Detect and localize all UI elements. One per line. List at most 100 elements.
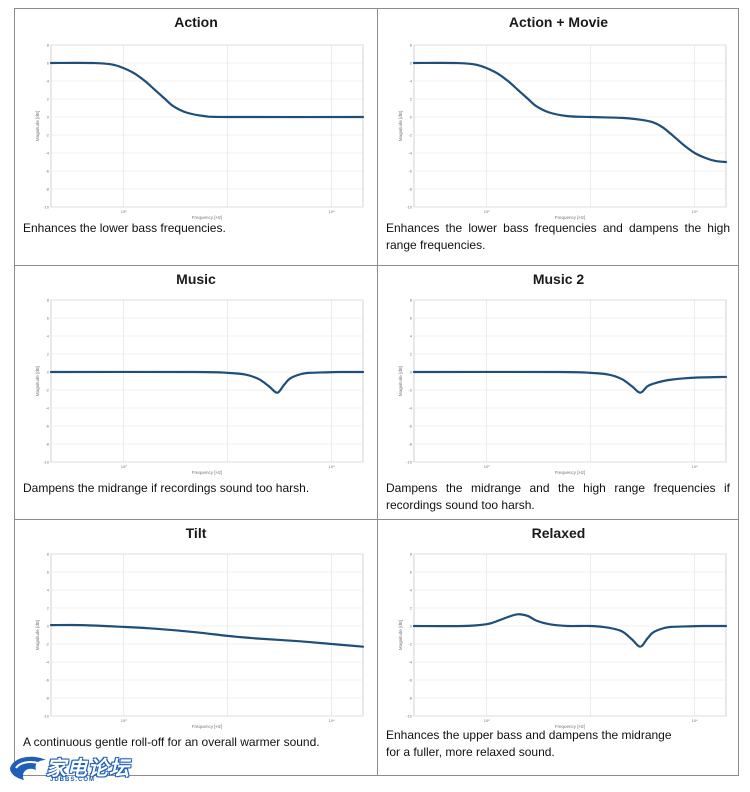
y-axis-label: Magnitude [dB] bbox=[35, 620, 40, 650]
panel-action-movie: Action + Movie -10 -8 -6 -4 -2 0 2 4 6 8 10² 10⁴ Fre… bbox=[378, 9, 739, 265]
y-tick-label: 8 bbox=[47, 298, 50, 303]
y-tick-label: 4 bbox=[47, 588, 50, 593]
plot-frame bbox=[413, 44, 727, 208]
y-tick-label: -2 bbox=[408, 388, 412, 393]
y-tick-label: 8 bbox=[410, 298, 413, 303]
y-tick-label: -6 bbox=[45, 169, 49, 174]
y-tick-label: -8 bbox=[408, 442, 412, 447]
panel-description: Dampens the midrange and the high range … bbox=[386, 481, 730, 512]
watermark-domain: JDBBS.COM bbox=[50, 777, 96, 783]
panel-description: Dampens the midrange if recordings sound… bbox=[23, 481, 310, 495]
panel-relaxed: Relaxed -10 -8 -6 -4 -2 0 2 4 6 8 10² 10⁴ Frequency … bbox=[378, 520, 739, 775]
x-axis-label: Frequency [Hz] bbox=[555, 215, 586, 220]
y-tick-label: -10 bbox=[43, 460, 50, 465]
panel-description: Enhances the upper bass and dampens the … bbox=[386, 728, 672, 759]
y-tick-label: -2 bbox=[45, 388, 49, 393]
x-tick-label: 10² bbox=[121, 718, 127, 723]
row-divider bbox=[15, 519, 738, 520]
y-tick-label: -4 bbox=[408, 660, 412, 665]
plot-frame bbox=[50, 553, 364, 717]
y-tick-label: 4 bbox=[47, 79, 50, 84]
panel-title: Music bbox=[176, 271, 216, 287]
x-tick-label: 10⁴ bbox=[692, 718, 698, 723]
x-tick-label: 10² bbox=[484, 209, 490, 214]
eq-curve bbox=[412, 61, 728, 164]
y-axis-label: Magnitude [dB] bbox=[398, 366, 403, 396]
y-tick-label: -10 bbox=[43, 205, 50, 210]
y-tick-label: -6 bbox=[45, 424, 49, 429]
x-tick-label: 10⁴ bbox=[692, 464, 698, 469]
y-tick-label: 8 bbox=[47, 43, 50, 48]
y-tick-label: 0 bbox=[410, 115, 413, 120]
x-tick-label: 10² bbox=[121, 209, 127, 214]
y-tick-label: 8 bbox=[410, 552, 413, 557]
y-tick-label: -4 bbox=[45, 406, 49, 411]
panel-chart: -10 -8 -6 -4 -2 0 2 4 6 8 10² 10⁴ Frequency [Hz] Magn… bbox=[35, 552, 365, 729]
y-tick-label: 0 bbox=[47, 115, 50, 120]
panel-description: Enhances the lower bass frequencies and … bbox=[386, 221, 730, 252]
panel-music: Music -10 -8 -6 -4 -2 0 2 4 6 8 10² 10⁴ Frequency [H… bbox=[15, 266, 377, 519]
x-tick-label: 10⁴ bbox=[329, 718, 335, 723]
y-tick-label: 4 bbox=[410, 79, 413, 84]
x-tick-label: 10² bbox=[484, 464, 490, 469]
y-tick-label: -8 bbox=[408, 187, 412, 192]
x-axis-label: Frequency [Hz] bbox=[555, 470, 586, 475]
y-tick-label: 6 bbox=[47, 316, 50, 321]
x-axis-label: Frequency [Hz] bbox=[192, 724, 223, 729]
y-tick-label: 4 bbox=[47, 334, 50, 339]
x-axis-label: Frequency [Hz] bbox=[192, 215, 223, 220]
plot-frame bbox=[50, 299, 364, 463]
eq-curve bbox=[412, 613, 728, 648]
y-axis-label: Magnitude [dB] bbox=[35, 366, 40, 396]
panel-title: Tilt bbox=[185, 525, 207, 541]
panel-chart: -10 -8 -6 -4 -2 0 2 4 6 8 10² 10⁴ Frequency [Hz] Magn… bbox=[398, 43, 728, 220]
y-tick-label: 4 bbox=[410, 334, 413, 339]
y-tick-label: 6 bbox=[47, 570, 50, 575]
preset-grid: Action -10 -8 -6 -4 -2 0 2 4 6 8 10² 10⁴ Frequency [… bbox=[14, 8, 739, 776]
panel-description: A continuous gentle roll-off for an over… bbox=[23, 735, 320, 749]
y-tick-label: -10 bbox=[406, 205, 413, 210]
y-tick-label: -8 bbox=[408, 696, 412, 701]
y-tick-label: 2 bbox=[410, 606, 413, 611]
eq-curve bbox=[49, 370, 365, 394]
y-tick-label: -6 bbox=[408, 424, 412, 429]
dolphin-icon bbox=[10, 756, 46, 780]
x-axis-label: Frequency [Hz] bbox=[555, 724, 586, 729]
plot-frame bbox=[413, 553, 727, 717]
y-tick-label: -2 bbox=[45, 642, 49, 647]
y-tick-label: -10 bbox=[406, 460, 413, 465]
x-tick-label: 10⁴ bbox=[329, 209, 335, 214]
panel-chart: -10 -8 -6 -4 -2 0 2 4 6 8 10² 10⁴ Frequency [Hz] Magn… bbox=[35, 298, 365, 475]
x-tick-label: 10⁴ bbox=[692, 209, 698, 214]
panel-tilt: Tilt -10 -8 -6 -4 -2 0 2 4 6 8 10² 10⁴ Frequency [Hz… bbox=[15, 520, 377, 775]
x-tick-label: 10² bbox=[484, 718, 490, 723]
y-tick-label: 8 bbox=[410, 43, 413, 48]
y-tick-label: -4 bbox=[45, 151, 49, 156]
y-tick-label: 0 bbox=[410, 624, 413, 629]
y-tick-label: 0 bbox=[47, 624, 50, 629]
plot-frame bbox=[50, 44, 364, 208]
y-tick-label: -2 bbox=[408, 642, 412, 647]
y-axis-label: Magnitude [dB] bbox=[398, 620, 403, 650]
panel-chart: -10 -8 -6 -4 -2 0 2 4 6 8 10² 10⁴ Frequency [Hz] Magn… bbox=[398, 552, 728, 729]
eq-curve bbox=[49, 61, 365, 119]
panel-chart: -10 -8 -6 -4 -2 0 2 4 6 8 10² 10⁴ Frequency [Hz] Magn… bbox=[35, 43, 365, 220]
y-tick-label: 2 bbox=[47, 606, 50, 611]
x-axis-label: Frequency [Hz] bbox=[192, 470, 223, 475]
y-tick-label: -4 bbox=[45, 660, 49, 665]
y-tick-label: -4 bbox=[408, 151, 412, 156]
y-tick-label: 8 bbox=[47, 552, 50, 557]
y-tick-label: -8 bbox=[45, 696, 49, 701]
panel-title: Action bbox=[174, 14, 218, 30]
y-tick-label: -4 bbox=[408, 406, 412, 411]
y-tick-label: 0 bbox=[47, 370, 50, 375]
panel-title: Action + Movie bbox=[508, 14, 609, 30]
y-tick-label: -6 bbox=[408, 169, 412, 174]
plot-frame bbox=[413, 299, 727, 463]
y-tick-label: 4 bbox=[410, 588, 413, 593]
eq-curve bbox=[412, 370, 728, 394]
y-tick-label: -2 bbox=[45, 133, 49, 138]
row-divider bbox=[15, 265, 738, 266]
y-tick-label: -2 bbox=[408, 133, 412, 138]
y-tick-label: -8 bbox=[45, 187, 49, 192]
